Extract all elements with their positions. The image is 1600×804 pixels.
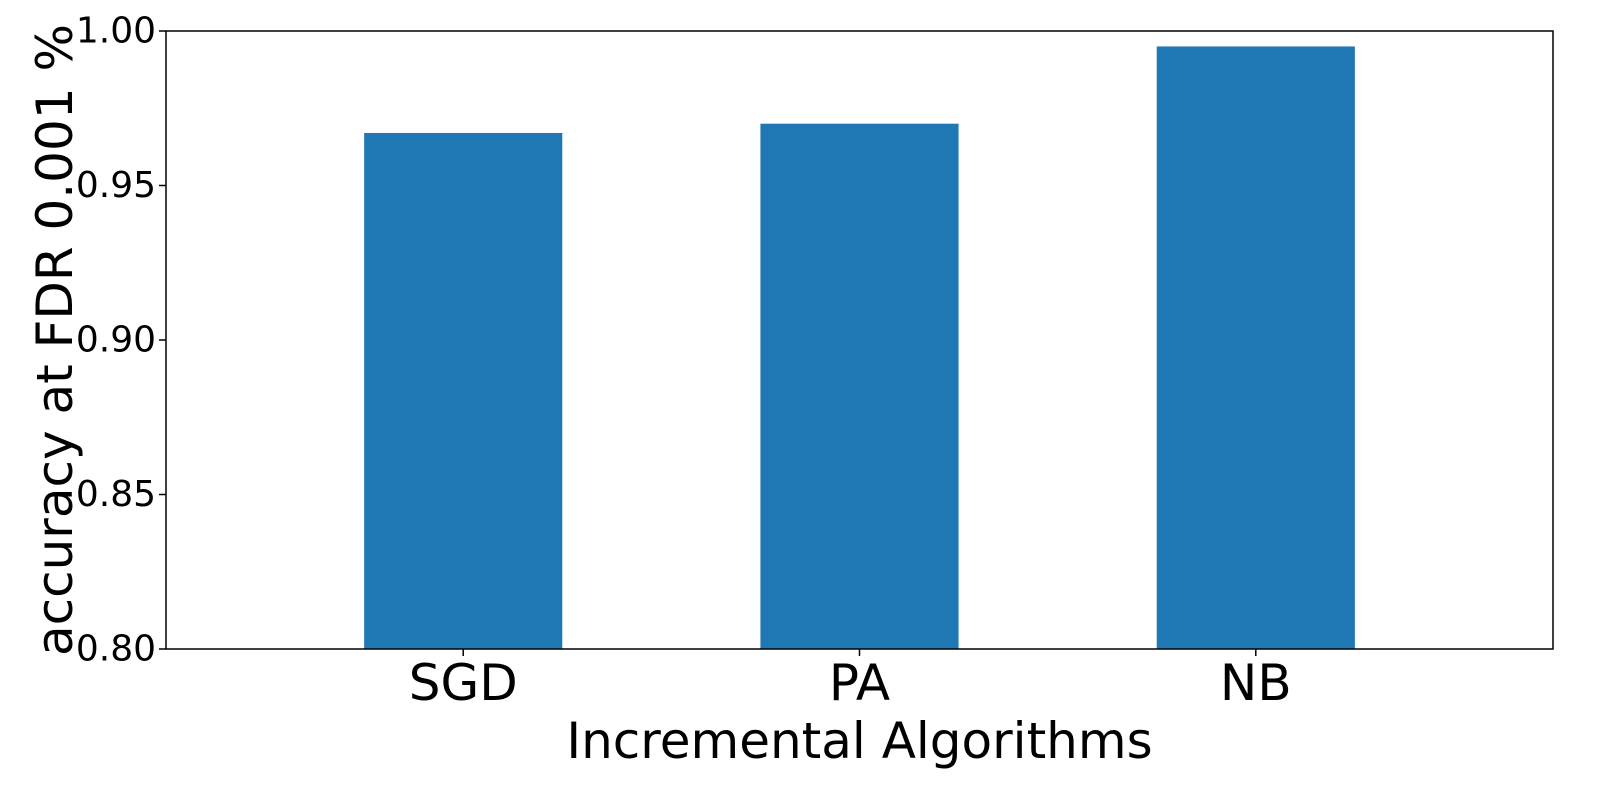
y-ticks-group: 0.80 0.85 0.90 0.95 1.00 [76, 11, 166, 670]
y-axis-label: accuracy at FDR 0.001 % [26, 24, 84, 656]
x-tick-label: PA [829, 654, 890, 712]
bar-nb [1156, 46, 1355, 649]
x-ticks-group: SGD PA NB [409, 649, 1292, 712]
y-tick-label: 1.00 [76, 11, 156, 52]
y-tick-label: 0.90 [76, 320, 156, 361]
x-tick-label: NB [1220, 654, 1292, 712]
x-axis-label: Incremental Algorithms [566, 712, 1152, 770]
bar-pa [760, 123, 959, 649]
y-tick-label: 0.85 [76, 474, 156, 515]
bars-group [364, 46, 1355, 650]
y-tick-label: 0.95 [76, 165, 156, 206]
bar-sgd [364, 132, 563, 650]
x-tick-label: SGD [409, 654, 518, 712]
y-tick-label: 0.80 [76, 629, 156, 670]
